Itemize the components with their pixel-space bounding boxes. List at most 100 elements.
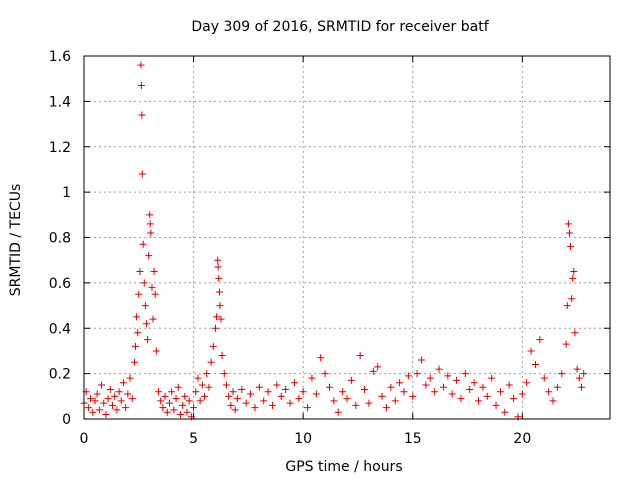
data-point xyxy=(218,351,226,359)
data-point xyxy=(453,376,461,384)
data-point xyxy=(138,170,146,178)
y-axis-label: SRMTID / TECUs xyxy=(8,184,24,297)
data-point xyxy=(563,302,571,310)
y-tick-label: 1 xyxy=(62,185,71,201)
data-point xyxy=(545,388,553,396)
data-point xyxy=(431,388,439,396)
data-point xyxy=(119,379,127,387)
data-point xyxy=(141,302,149,310)
data-point xyxy=(536,336,544,344)
data-point xyxy=(203,370,211,378)
data-point xyxy=(295,395,303,403)
data-point xyxy=(317,354,325,362)
data-point xyxy=(575,374,583,382)
data-point xyxy=(527,347,535,355)
data-point xyxy=(268,401,276,409)
data-point xyxy=(286,399,294,407)
data-point xyxy=(312,390,320,398)
data-point xyxy=(549,397,557,405)
data-point xyxy=(163,408,171,416)
data-point xyxy=(570,268,578,276)
y-tick-label: 0.2 xyxy=(49,367,71,383)
data-point xyxy=(140,279,148,287)
data-point xyxy=(145,252,153,260)
data-point xyxy=(108,401,116,409)
data-point xyxy=(233,395,241,403)
data-point xyxy=(413,370,421,378)
data-point xyxy=(330,397,338,405)
data-point xyxy=(152,347,160,355)
data-point xyxy=(325,383,333,391)
data-point xyxy=(580,370,588,378)
data-point xyxy=(172,395,180,403)
data-point xyxy=(147,229,155,237)
data-point xyxy=(134,329,142,337)
data-point xyxy=(365,399,373,407)
data-point xyxy=(227,401,235,409)
data-point xyxy=(352,401,360,409)
data-point xyxy=(148,283,156,291)
data-point xyxy=(260,397,268,405)
data-point xyxy=(510,395,518,403)
data-point xyxy=(213,313,221,321)
data-point xyxy=(540,374,548,382)
data-point xyxy=(181,392,189,400)
data-point xyxy=(161,392,169,400)
data-point xyxy=(100,399,108,407)
x-tick-label: 0 xyxy=(80,431,89,447)
data-point xyxy=(470,379,478,387)
data-point xyxy=(192,388,200,396)
data-point xyxy=(190,404,198,412)
data-point xyxy=(196,397,204,405)
data-point xyxy=(426,374,434,382)
data-point xyxy=(214,263,222,271)
data-point xyxy=(277,392,285,400)
x-tick-label: 15 xyxy=(404,431,422,447)
data-point xyxy=(578,383,586,391)
data-point xyxy=(216,302,224,310)
data-point xyxy=(139,240,147,248)
data-point xyxy=(378,392,386,400)
data-point xyxy=(334,408,342,416)
data-point xyxy=(553,383,561,391)
data-point xyxy=(151,290,159,298)
data-point xyxy=(212,324,219,332)
y-tick-label: 0.6 xyxy=(49,276,71,292)
data-point xyxy=(183,408,191,416)
data-point xyxy=(168,388,176,396)
data-point xyxy=(209,342,217,350)
data-point xyxy=(174,383,182,391)
data-point xyxy=(214,256,222,264)
data-point xyxy=(150,268,158,276)
data-point xyxy=(374,363,382,371)
data-point xyxy=(404,372,412,380)
data-point xyxy=(418,356,426,364)
data-point xyxy=(568,295,576,303)
data-point xyxy=(251,404,259,412)
data-point xyxy=(369,367,377,375)
data-point xyxy=(146,220,154,228)
data-point xyxy=(435,365,443,373)
data-point xyxy=(496,388,504,396)
data-point xyxy=(98,381,106,389)
data-point xyxy=(176,410,184,418)
y-tick-label: 0 xyxy=(62,412,71,428)
data-point xyxy=(457,395,465,403)
data-point xyxy=(448,390,456,398)
data-point xyxy=(133,313,141,321)
data-point xyxy=(137,81,145,89)
x-tick-label: 5 xyxy=(189,431,198,447)
data-point xyxy=(215,288,223,296)
data-point xyxy=(149,315,157,323)
data-point xyxy=(409,392,417,400)
data-point xyxy=(146,211,154,219)
y-tick-label: 1.2 xyxy=(49,140,71,156)
data-point xyxy=(205,383,213,391)
data-point xyxy=(132,342,140,350)
data-point xyxy=(126,374,134,382)
data-point xyxy=(564,220,572,228)
data-point xyxy=(231,406,239,414)
data-point xyxy=(282,386,290,394)
data-point xyxy=(128,395,136,403)
